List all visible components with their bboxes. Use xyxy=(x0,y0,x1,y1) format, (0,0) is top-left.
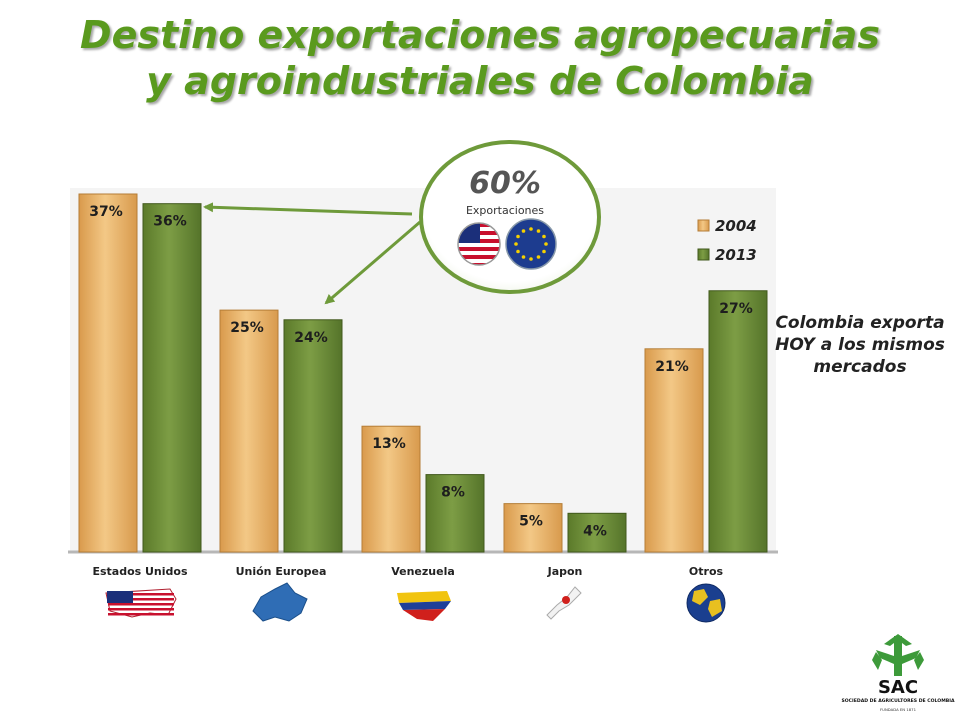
bar-estados-unidos-2013 xyxy=(142,203,202,553)
x-label-estados-unidos: Estados Unidos xyxy=(92,565,188,578)
bar-otros-2013-label: 27% xyxy=(719,301,753,317)
page-title: Destino exportaciones agropecuarias y ag… xyxy=(0,12,960,104)
sac-emblem-icon: SAC SOCIEDAD DE AGRICULTORES DE COLOMBIA… xyxy=(841,634,955,712)
japan-map-icon xyxy=(546,586,582,620)
bar-venezuela-2013-label: 8% xyxy=(441,485,465,501)
bar-estados-unidos-2013-label: 36% xyxy=(153,214,187,230)
bar-venezuela-2004 xyxy=(361,425,421,553)
logo-founded: FUNDADA EN 1871 xyxy=(880,707,917,712)
legend-swatch-2004 xyxy=(697,219,710,232)
usa-flag-icon xyxy=(457,222,501,266)
bar-union-europea-2013 xyxy=(283,319,343,553)
callout-arrow-eu xyxy=(324,220,421,305)
x-label-union-europea: Unión Europea xyxy=(236,565,327,578)
callout-arrow-us xyxy=(203,202,413,216)
bar-otros-2004-label: 21% xyxy=(655,359,689,375)
legend-label-2004: 2004 xyxy=(715,217,757,235)
bar-union-europea-2013-label: 24% xyxy=(294,330,328,346)
x-label-otros: Otros xyxy=(689,565,724,578)
bar-venezuela-2004-label: 13% xyxy=(372,436,406,452)
bar-union-europea-2004 xyxy=(219,309,279,553)
bar-japon-2004-label: 5% xyxy=(519,514,543,530)
bar-japon-2004 xyxy=(503,503,563,553)
title-line-1: Destino exportaciones agropecuarias xyxy=(80,13,880,57)
usa-map-icon xyxy=(105,588,177,618)
sac-logo: SAC SOCIEDAD DE AGRICULTORES DE COLOMBIA… xyxy=(836,630,960,720)
bar-estados-unidos-2004-label: 37% xyxy=(89,204,123,220)
callout-percent: 60% xyxy=(469,166,541,201)
bar-otros-2013 xyxy=(708,290,768,553)
legend-label-2013: 2013 xyxy=(715,246,757,264)
callout-bubble: 60% Exportaciones xyxy=(203,140,601,305)
x-label-venezuela: Venezuela xyxy=(391,565,455,578)
logo-subtitle: SOCIEDAD DE AGRICULTORES DE COLOMBIA xyxy=(841,698,955,704)
europe-map-icon xyxy=(252,582,308,622)
logo-text: SAC xyxy=(878,677,918,698)
bar-estados-unidos-2004 xyxy=(78,193,138,553)
legend: 2004 2013 xyxy=(697,217,757,264)
globe-icon xyxy=(686,583,726,623)
bar-japon-2013-label: 4% xyxy=(583,523,607,539)
venezuela-map-icon xyxy=(397,591,451,621)
legend-swatch-2013 xyxy=(697,248,710,261)
title-line-2: y agroindustriales de Colombia xyxy=(146,59,814,103)
side-note: Colombia exporta HOY a los mismos mercad… xyxy=(775,313,945,377)
x-label-japon: Japon xyxy=(547,565,583,578)
bar-venezuela-2013 xyxy=(425,474,485,553)
eu-flag-icon xyxy=(505,218,557,270)
callout-circle xyxy=(419,140,601,294)
bar-union-europea-2004-label: 25% xyxy=(230,320,264,336)
callout-label: Exportaciones xyxy=(466,204,544,217)
bar-japon-2013 xyxy=(567,512,627,553)
bar-otros-2004 xyxy=(644,348,704,553)
